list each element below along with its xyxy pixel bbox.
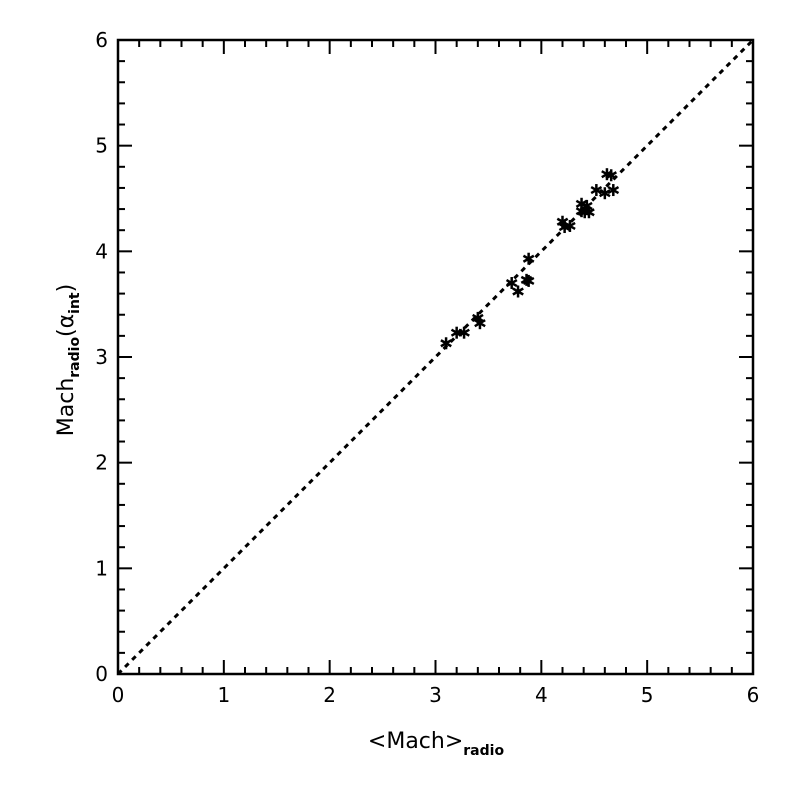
- y-axis-label-main: Mach: [54, 378, 79, 437]
- x-tick-label: 1: [217, 683, 230, 707]
- x-axis-label-subscript: radio: [463, 743, 504, 759]
- asterisk-stroke: [581, 201, 593, 210]
- y-axis-label-paren-open: (: [54, 328, 79, 337]
- y-tick-labels: 0 1 2 3 4 5 6: [95, 28, 108, 686]
- x-tick-label: 0: [112, 683, 125, 707]
- asterisk-stroke: [564, 221, 576, 231]
- x-tick-label: 6: [747, 683, 760, 707]
- x-tick-label: 2: [323, 683, 336, 707]
- data-point: [505, 277, 518, 290]
- data-point: [581, 199, 593, 212]
- asterisk-stroke: [512, 287, 524, 296]
- asterisk-stroke: [458, 328, 470, 337]
- data-point: [599, 187, 611, 200]
- asterisk-stroke: [505, 278, 518, 288]
- y-tick-label: 2: [95, 451, 108, 475]
- y-tick-label: 1: [95, 556, 108, 580]
- data-point: [590, 184, 603, 197]
- x-tick-label: 4: [535, 683, 548, 707]
- y-axis-label: Machradio(αint): [54, 284, 83, 436]
- asterisk-stroke: [522, 276, 535, 286]
- data-point: [512, 285, 524, 298]
- y-axis-label-greek: α: [54, 314, 79, 329]
- asterisk-stroke: [605, 171, 618, 180]
- asterisk-stroke: [440, 339, 452, 348]
- asterisk-stroke: [599, 189, 611, 198]
- y-axis-label-greek-subscript: int: [67, 292, 83, 314]
- data-point: [564, 219, 576, 232]
- data-point: [522, 252, 535, 265]
- y-axis-label-subscript: radio: [67, 337, 83, 378]
- data-point: [522, 274, 535, 287]
- asterisk-stroke: [474, 319, 486, 328]
- asterisk-stroke: [583, 208, 595, 217]
- asterisk-stroke: [607, 185, 620, 195]
- asterisk-stroke: [522, 254, 535, 263]
- data-point: [605, 169, 618, 182]
- asterisk-stroke: [556, 217, 569, 226]
- x-axis-label: <Mach>radio: [368, 729, 505, 759]
- y-tick-label: 4: [95, 239, 108, 263]
- data-points: [440, 168, 620, 350]
- asterisk-stroke: [590, 185, 603, 195]
- axis-ticks: [117, 39, 754, 675]
- data-point: [474, 317, 486, 330]
- x-tick-label: 3: [429, 683, 442, 707]
- reference-line-1to1: [116, 38, 755, 676]
- y-axis-label-paren-close: ): [54, 284, 79, 293]
- y-tick-label: 6: [95, 28, 108, 52]
- x-axis-label-main: <Mach>: [368, 729, 463, 754]
- x-tick-labels: 0 1 2 3 4 5 6: [112, 683, 760, 707]
- reference-line-layer: [116, 38, 755, 676]
- data-point: [458, 326, 470, 339]
- data-point: [440, 337, 452, 350]
- y-tick-label: 3: [95, 345, 108, 369]
- x-tick-label: 5: [641, 683, 654, 707]
- data-point: [607, 184, 620, 197]
- y-tick-label: 0: [95, 662, 108, 686]
- y-tick-label: 5: [95, 134, 108, 158]
- asterisk-stroke: [472, 313, 484, 322]
